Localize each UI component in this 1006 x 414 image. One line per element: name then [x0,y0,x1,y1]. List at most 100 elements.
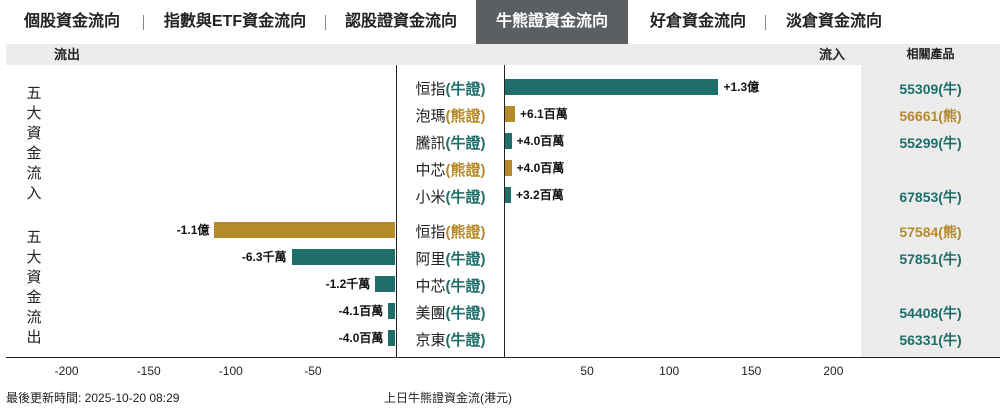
underlying-name: 小米(牛證) [396,186,505,207]
cbbc-kind-label: (牛證) [445,305,486,322]
underlying-label: 恒指 [415,81,446,98]
x-axis-line [6,357,1000,358]
cbbc-kind-label: (牛證) [445,251,486,268]
cbbc-kind-label: (牛證) [445,332,486,349]
tab-divider [765,15,766,30]
x-tick-label: 100 [659,364,680,378]
tab-index-etf-flow[interactable]: 指數與ETF資金流向 [163,13,307,30]
underlying-name: 騰訊(牛證) [396,132,505,153]
inflow-bar[interactable] [505,79,719,95]
group-label-char: 入 [26,185,42,202]
related-products-column [861,44,1000,358]
underlying-label: 中芯 [415,278,446,295]
bar-value-label: -1.2千萬 [325,277,371,291]
bar-value-label: +3.2百萬 [516,188,564,202]
group-label-char: 資 [26,269,42,286]
x-tick-label: -50 [304,364,322,378]
tab-stock-flow[interactable]: 個股資金流向 [23,13,120,30]
related-product-link[interactable]: 55309(牛) [899,81,962,97]
related-products-header: 相關產品 [906,47,955,61]
x-tick-label: -150 [136,364,161,378]
group-label-char: 資 [26,125,42,142]
outflow-bar[interactable] [375,276,395,292]
related-product-link[interactable]: 56661(熊) [899,108,962,124]
x-tick-label: 200 [823,364,844,378]
cbbc-kind-label: (牛證) [445,81,486,98]
outflow-bar[interactable] [291,249,395,265]
last-updated: 最後更新時間: 2025-10-20 08:29 [6,391,180,405]
group-label-char: 五 [26,229,42,246]
inflow-bar[interactable] [505,133,512,149]
group-label-char: 大 [26,249,42,266]
cbbc-kind-label: (熊證) [445,162,486,179]
inflow-header: 流入 [819,47,846,62]
underlying-label: 京東 [415,332,446,349]
underlying-label: 泡瑪 [415,108,446,125]
cbbc-kind-label: (牛證) [445,189,486,206]
underlying-name: 中芯(熊證) [396,159,505,180]
related-product-link[interactable]: 56331(牛) [899,332,962,348]
bar-value-label: +4.0百萬 [516,161,565,175]
tab-cbbc-flow[interactable]: 牛熊證資金流向 [476,0,628,44]
underlying-name: 泡瑪(熊證) [396,105,505,126]
underlying-label: 阿里 [415,251,446,268]
underlying-name: 京東(牛證) [396,329,505,350]
tab-bar: 個股資金流向 指數與ETF資金流向 認股證資金流向 牛熊證資金流向 好倉資金流向… [0,0,1006,44]
group-label-outflow: 五大資金流出 [24,228,44,348]
tab-warrant-flow[interactable]: 認股證資金流向 [344,13,457,30]
inflow-bar[interactable] [505,106,516,122]
related-product-link[interactable]: 57584(熊) [899,224,962,240]
related-product-link[interactable]: 67853(牛) [899,189,962,205]
bar-value-label: -1.1億 [176,223,210,237]
x-tick-label: -200 [54,364,79,378]
tab-divider [325,15,326,30]
outflow-bar[interactable] [214,222,395,238]
outflow-bar[interactable] [388,303,395,319]
underlying-name: 阿里(牛證) [396,248,505,269]
related-product-link[interactable]: 57851(牛) [899,251,962,267]
underlying-name: 恒指(熊證) [396,221,505,242]
bar-value-label: +6.1百萬 [520,107,568,121]
x-axis-caption: 上日牛熊證資金流(港元) [384,391,512,405]
underlying-name: 恒指(牛證) [396,78,505,99]
underlying-label: 美團 [415,305,446,322]
tab-long-flow[interactable]: 好倉資金流向 [649,13,746,30]
group-label-char: 金 [26,289,42,306]
bar-value-label: +4.0百萬 [516,134,565,148]
tab-divider [143,15,144,30]
underlying-name-column [396,65,505,358]
underlying-label: 中芯 [415,162,446,179]
bar-value-label: -4.1百萬 [338,304,384,318]
inflow-bar[interactable] [505,187,511,203]
outflow-bar[interactable] [388,330,395,346]
related-product-link[interactable]: 55299(牛) [899,135,962,151]
group-label-char: 出 [26,329,42,346]
bar-value-label: -6.3千萬 [241,250,287,264]
outflow-header: 流出 [54,47,81,62]
underlying-name: 中芯(牛證) [396,275,505,296]
tab-short-flow[interactable]: 淡倉資金流向 [785,13,882,30]
inflow-bar[interactable] [505,160,512,176]
group-label-inflow: 五大資金流入 [24,84,44,204]
bar-value-label: -4.0百萬 [338,331,384,345]
x-tick-label: 50 [580,364,594,378]
underlying-label: 恒指 [415,224,446,241]
group-label-char: 五 [26,85,42,102]
cbbc-kind-label: (熊證) [445,224,486,241]
underlying-name: 美團(牛證) [396,302,505,323]
group-label-char: 大 [26,105,42,122]
cbbc-kind-label: (熊證) [445,108,486,125]
cbbc-kind-label: (牛證) [445,135,486,152]
x-tick-label: 150 [741,364,762,378]
cbbc-kind-label: (牛證) [445,278,486,295]
group-label-char: 金 [26,145,42,162]
bar-value-label: +1.3億 [723,80,760,94]
chart-header-bar [6,44,1000,65]
x-tick-label: -100 [218,364,243,378]
group-label-char: 流 [26,309,42,326]
underlying-label: 騰訊 [415,135,446,152]
related-product-link[interactable]: 54408(牛) [899,305,962,321]
underlying-label: 小米 [415,189,446,206]
group-label-char: 流 [26,165,42,182]
